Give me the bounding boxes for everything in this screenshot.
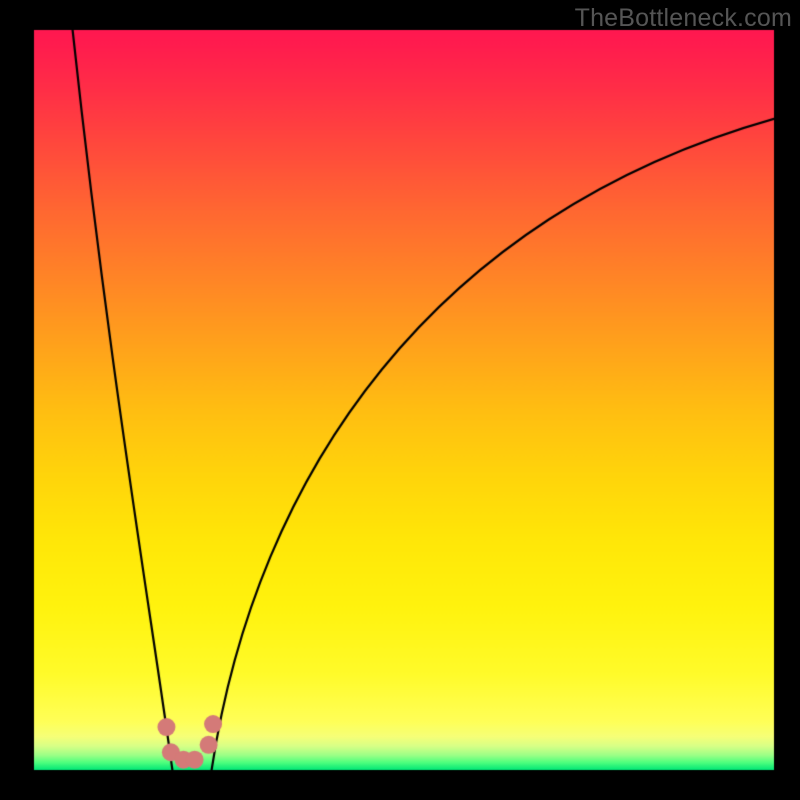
- bottleneck-chart: TheBottleneck.com: [0, 0, 800, 800]
- plot-canvas: [0, 0, 800, 800]
